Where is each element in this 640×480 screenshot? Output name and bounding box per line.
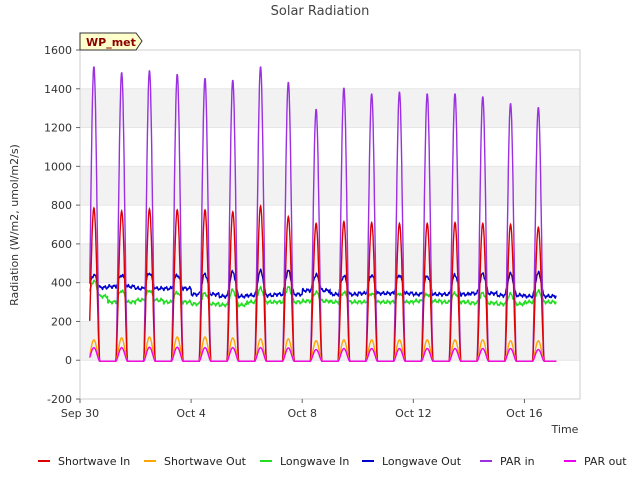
grid-band	[80, 243, 580, 283]
y-tick-label: 1000	[44, 160, 72, 173]
grid-band	[80, 166, 580, 206]
y-tick-label: 1200	[44, 122, 72, 135]
legend-item: Shortwave In	[38, 455, 130, 468]
legend-item: Shortwave Out	[144, 455, 247, 468]
legend-label: Longwave Out	[382, 455, 462, 468]
legend-label: Shortwave In	[58, 455, 130, 468]
legend-item: PAR in	[480, 455, 535, 468]
series-line-par-out	[89, 346, 557, 362]
y-tick-label: 0	[65, 354, 72, 367]
y-tick-label: 1400	[44, 83, 72, 96]
x-tick-label: Sep 30	[61, 407, 99, 420]
x-tick-label: Oct 4	[176, 407, 206, 420]
legend-label: PAR out	[584, 455, 627, 468]
legend-label: Shortwave Out	[164, 455, 247, 468]
legend-item: Longwave Out	[362, 455, 462, 468]
x-tick-label: Oct 8	[287, 407, 317, 420]
y-tick-label: -200	[47, 393, 72, 406]
plot-area	[89, 66, 557, 362]
station-label-box: WP_met	[79, 32, 143, 51]
y-axis-title: Radiation (W/m2, umol/m2/s)	[8, 144, 21, 306]
grid-band	[80, 321, 580, 361]
legend-item: Longwave In	[260, 455, 349, 468]
legend-label: Longwave In	[280, 455, 349, 468]
x-axis: Sep 30 Oct 4 Oct 8 Oct 12 Oct 16	[61, 399, 543, 420]
grid-band	[80, 88, 580, 128]
legend: Shortwave In Shortwave Out Longwave In Long…	[38, 455, 627, 468]
plot-frame	[79, 49, 581, 400]
y-tick-label: 800	[51, 199, 72, 212]
y-tick-label: 200	[51, 315, 72, 328]
legend-label: PAR in	[500, 455, 535, 468]
legend-item: PAR out	[564, 455, 627, 468]
x-tick-label: Oct 12	[395, 407, 432, 420]
x-axis-title: Time	[551, 423, 579, 436]
y-tick-label: 600	[51, 238, 72, 251]
chart-title: Solar Radiation	[271, 4, 370, 19]
y-axis: -200 0 200 400 600 800 1000 1200 1400 1600	[44, 44, 80, 406]
station-label-bg	[79, 32, 143, 51]
x-tick-label: Oct 16	[506, 407, 543, 420]
station-label: WP_met	[86, 36, 136, 49]
y-tick-label: 400	[51, 277, 72, 290]
y-tick-label: 1600	[44, 44, 72, 57]
